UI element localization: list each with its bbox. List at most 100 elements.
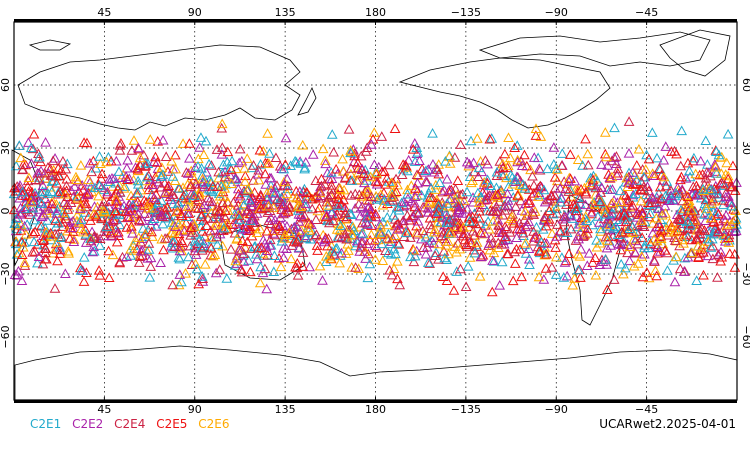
observation-marker [17,241,29,252]
observation-marker [238,256,250,266]
observation-marker [533,187,545,198]
observation-marker [560,211,572,222]
observation-marker [218,219,229,230]
observation-marker [548,158,560,169]
observation-marker [77,226,89,237]
observation-marker [397,215,409,226]
observation-marker [523,243,535,253]
observation-marker [246,212,258,223]
observation-marker [151,157,163,167]
legend-item-c2e1: C2E1 [30,417,62,431]
observation-marker [458,195,470,206]
observation-marker [47,155,59,166]
right-lat-label: 30 [740,141,750,155]
observation-marker [236,266,248,277]
observation-marker [612,229,624,240]
observation-marker [575,183,587,194]
observation-marker [417,225,429,236]
observation-marker [39,167,51,178]
observation-marker [638,181,650,191]
observation-marker [134,152,146,163]
observation-marker [280,132,292,143]
observation-marker [604,172,616,183]
left-lat-label: −30 [0,262,12,285]
observation-marker [623,147,635,158]
observation-marker [282,206,294,216]
observation-marker [646,127,658,137]
observation-marker [213,212,225,223]
observation-marker [345,147,356,158]
top-lon-label: −135 [451,6,481,19]
observation-marker [159,177,171,188]
observation-marker [293,242,305,253]
observation-marker [640,164,652,174]
observation-marker [138,195,150,205]
observation-marker [88,241,99,252]
observation-marker [716,151,728,162]
observation-marker [437,271,449,282]
observation-marker [68,234,80,244]
observation-marker [682,222,694,233]
observation-marker [233,157,245,168]
observation-marker [441,217,453,227]
observation-marker [418,242,429,252]
observation-marker [114,145,126,155]
observation-marker [130,234,141,245]
observation-marker [575,243,587,254]
observation-marker [698,247,709,257]
observation-marker [142,252,154,263]
observation-marker [723,232,735,243]
observation-marker [684,165,695,176]
observation-marker [64,233,76,243]
observation-marker [199,199,210,210]
observation-marker [523,197,535,208]
observation-marker [306,193,318,204]
observation-marker [207,186,219,197]
observation-marker [33,251,45,261]
observation-marker [688,152,700,163]
observation-marker [265,218,276,229]
bottom-lon-label: 135 [275,403,296,416]
observation-marker [588,170,599,181]
observation-marker [376,131,388,141]
observation-marker [504,227,516,237]
observation-marker [463,213,475,223]
observation-marker [40,136,51,147]
observation-marker [147,182,159,193]
observation-marker [88,209,100,219]
observation-marker [412,228,423,239]
observation-marker [614,210,625,221]
observation-marker [14,192,25,203]
observation-marker [481,205,493,216]
observation-marker [381,233,393,243]
observation-marker [173,197,184,208]
observation-marker [194,234,205,244]
observation-marker [635,195,647,206]
observation-marker [182,201,194,211]
observation-marker [195,132,207,142]
observation-marker [110,214,122,224]
observation-marker [188,190,200,200]
observation-marker [624,174,636,185]
observation-marker [19,257,31,268]
observation-marker [86,166,97,177]
observation-marker [347,229,359,240]
observation-marker [33,174,45,185]
observation-marker [539,237,550,248]
observation-marker [17,186,28,197]
observation-marker [386,190,398,201]
observation-marker [386,236,398,246]
observation-marker [288,236,300,246]
observation-marker [292,270,304,280]
observation-markers [8,116,742,297]
observation-marker [444,213,456,224]
observation-marker [177,192,188,203]
observation-marker [163,180,175,191]
observation-marker [613,216,625,227]
observation-marker [707,193,718,204]
observation-marker [143,244,155,254]
observation-marker [312,245,323,255]
observation-marker [461,156,473,167]
observation-marker [496,256,508,267]
observation-marker [651,196,663,207]
